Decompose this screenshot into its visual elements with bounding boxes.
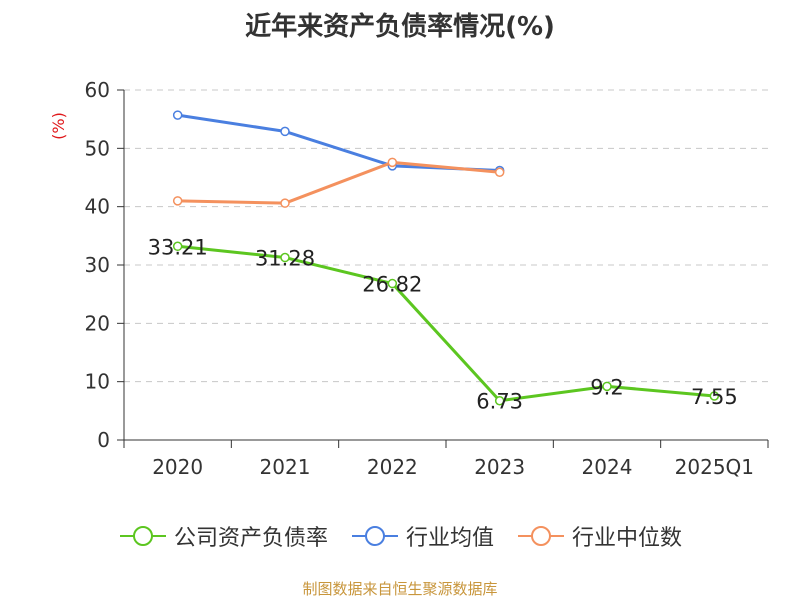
legend-label-company: 公司资产负债率 (173, 526, 328, 551)
point-s0-2024 (602, 381, 612, 392)
point-s2-2023 (494, 167, 505, 177)
legend-marker-industry-median (518, 526, 564, 546)
point-s0-2022 (387, 278, 398, 289)
legend-label-industry-median: 行业中位数 (572, 526, 683, 551)
chart-title: 近年来资产负债率情况(%) (245, 12, 555, 42)
data-label-2025Q1: 7.55 (691, 385, 738, 409)
point-s0-2023 (494, 395, 505, 406)
legend: 公司资产负债率 行业均值 行业中位数 (0, 520, 800, 552)
data-label-2023: 6.73 (476, 390, 523, 414)
legend-item-industry-median[interactable]: 行业中位数 (516, 520, 682, 552)
point-s1-2020 (172, 110, 183, 120)
y-tick-label-0: 0 (97, 428, 110, 452)
point-s2-2021 (280, 198, 290, 208)
data-label-2022: 26.82 (362, 273, 422, 297)
y-tick-label-40: 40 (85, 195, 110, 219)
point-s2-2020 (172, 196, 183, 206)
y-tick-label-20: 20 (85, 311, 110, 335)
series-line-0 (177, 244, 715, 403)
data-label-2020: 33.21 (148, 235, 208, 259)
point-s1-2021 (280, 126, 290, 137)
y-axis-label: (%) (49, 112, 68, 140)
legend-marker-company (119, 526, 166, 546)
x-tick-label-2024: 2024 (582, 455, 633, 479)
series-line-2 (177, 160, 500, 205)
x-tick-label-2020: 2020 (152, 455, 203, 479)
series-line-1 (177, 113, 500, 172)
legend-label-industry-mean: 行业均值 (405, 526, 494, 551)
point-s0-2020 (172, 241, 183, 252)
x-tick-label-2023: 2023 (474, 455, 525, 479)
legend-marker-industry-mean (351, 526, 398, 546)
data-label-2024: 9.2 (590, 375, 623, 399)
y-tick-label-10: 10 (85, 370, 110, 394)
point-s0-2025Q1 (709, 391, 720, 401)
point-s0-2021 (280, 252, 290, 263)
x-tick-label-2022: 2022 (367, 455, 418, 479)
x-tick-label-2021: 2021 (260, 455, 311, 479)
data-label-2021: 31.28 (255, 247, 315, 271)
point-s2-2022 (387, 157, 398, 168)
y-tick-label-30: 30 (85, 253, 110, 277)
y-tick-label-60: 60 (85, 78, 110, 102)
x-tick-label-2025Q1: 2025Q1 (675, 455, 754, 479)
legend-item-company[interactable]: 公司资产负债率 (118, 520, 328, 552)
legend-item-industry-mean[interactable]: 行业均值 (350, 520, 494, 552)
source-note: 制图数据来自恒生聚源数据库 (302, 580, 498, 598)
y-tick-label-50: 50 (85, 136, 110, 160)
